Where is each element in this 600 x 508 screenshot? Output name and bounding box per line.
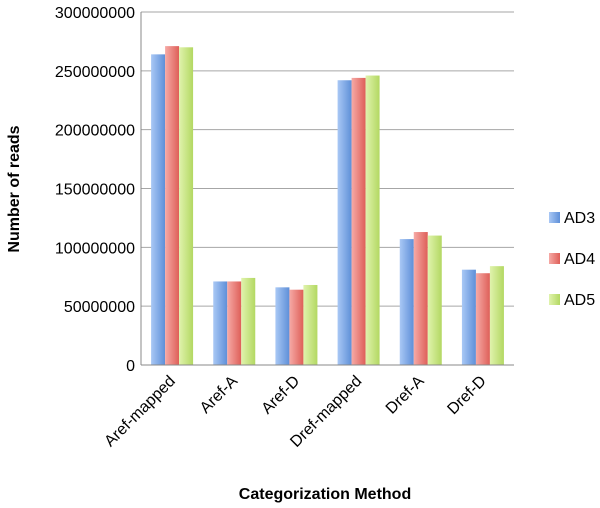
x-axis-title: Categorization Method [239, 486, 411, 503]
x-tick-label: Aref-A [197, 373, 241, 417]
legend-label-ad3: AD3 [564, 210, 595, 227]
legend-label-ad4: AD4 [564, 251, 595, 268]
bar-ad4-aref-mapped [165, 46, 180, 366]
y-tick-label: 250000000 [55, 64, 135, 81]
x-tick-label: Aref-mapped [101, 373, 178, 450]
bar-ad4-dref-a [413, 232, 428, 365]
y-tick-label: 200000000 [55, 123, 135, 140]
y-tick-label: 50000000 [64, 299, 135, 316]
bar-ad5-dref-mapped [365, 75, 380, 365]
bar-ad3-dref-mapped [337, 80, 352, 365]
bar-ad5-dref-d [489, 266, 504, 365]
legend-swatch-ad3 [549, 212, 560, 223]
bars [151, 46, 504, 366]
bar-ad3-aref-d [275, 287, 290, 365]
bar-ad3-dref-d [461, 269, 476, 365]
bar-ad5-aref-mapped [179, 47, 194, 366]
legend: AD3 AD4 AD5 [549, 210, 595, 309]
bar-ad4-aref-a [227, 281, 242, 365]
bar-ad5-aref-d [303, 284, 318, 365]
legend-label-ad5: AD5 [564, 292, 595, 309]
bar-ad4-dref-d [475, 273, 490, 365]
y-tick-label: 150000000 [55, 182, 135, 199]
y-tick-label: 100000000 [55, 240, 135, 257]
x-tick-label: Aref-D [259, 373, 304, 418]
y-tick-label: 0 [126, 358, 135, 375]
bar-ad5-aref-a [241, 277, 256, 365]
bar-ad4-dref-mapped [351, 77, 366, 365]
legend-swatch-ad4 [549, 253, 560, 264]
bar-ad4-aref-d [289, 289, 304, 365]
bar-ad3-aref-mapped [151, 54, 166, 366]
y-tick-label: 300000000 [55, 5, 135, 22]
y-axis-title: Number of reads [6, 125, 23, 252]
gridlines [141, 11, 514, 307]
x-tick-label: Dref-A [383, 373, 428, 418]
bar-ad3-aref-a [213, 281, 228, 365]
y-axis-ticks: 0 50000000 100000000 150000000 200000000 2500… [55, 5, 135, 375]
legend-swatch-ad5 [549, 294, 560, 305]
bar-ad5-dref-a [427, 235, 442, 365]
x-tick-label: Dref-D [444, 373, 489, 418]
bar-ad3-dref-a [399, 239, 414, 365]
